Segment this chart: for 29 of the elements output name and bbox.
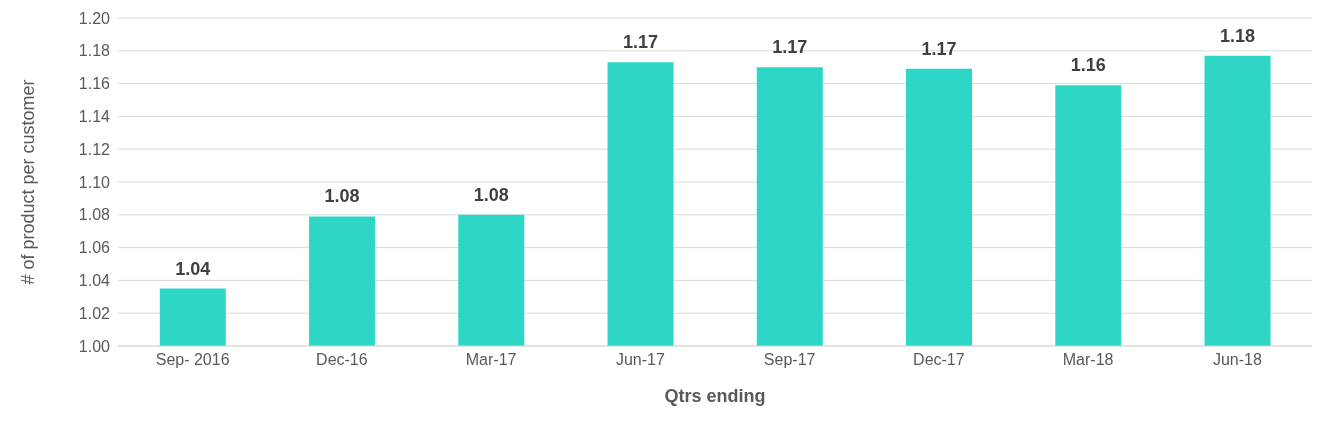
y-tick-label: 1.10 [78,173,111,191]
y-tick-label: 1.04 [78,272,111,290]
y-tick-label: 1.00 [78,337,111,355]
data-label: 1.08 [473,184,509,205]
x-tick-label: Jun-17 [615,351,665,369]
data-label: 1.16 [1070,55,1106,76]
data-label: 1.08 [324,186,360,207]
x-tick-label: Dec-17 [913,351,965,369]
y-tick-label: 1.20 [78,9,111,27]
y-axis-title: # of product per customer [18,79,39,285]
y-tick-label: 1.18 [78,42,111,60]
x-tick-label: Mar-17 [465,351,517,369]
x-tick-label: Sep- 2016 [155,351,230,369]
x-tick-label: Jun-18 [1212,351,1262,369]
data-label: 1.04 [175,258,211,279]
y-tick-label: 1.08 [78,206,111,224]
y-tick-label: 1.12 [78,140,111,158]
x-tick-label: Dec-16 [316,351,368,369]
x-axis-title: Qtrs ending [664,386,766,406]
data-label: 1.17 [623,32,659,53]
data-label: 1.17 [921,38,957,59]
x-tick-label: Mar-18 [1062,351,1114,369]
x-tick-label: Sep-17 [763,351,816,369]
y-tick-label: 1.06 [78,239,111,257]
y-tick-label: 1.02 [78,304,111,322]
data-label: 1.18 [1220,25,1256,46]
data-label: 1.17 [772,37,808,58]
y-tick-label: 1.14 [78,108,111,126]
y-tick-label: 1.16 [78,75,111,93]
